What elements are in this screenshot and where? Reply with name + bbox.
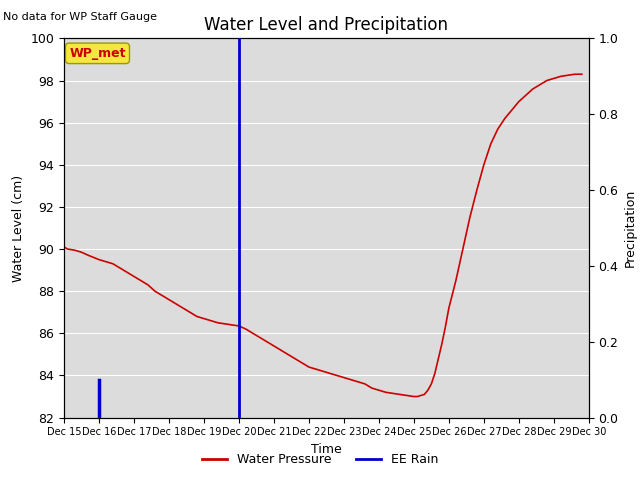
Water Pressure: [522, 93, 530, 98]
Line: Water Pressure: Water Pressure: [64, 74, 582, 396]
Water Pressure: [305, 364, 313, 370]
Water Pressure: [389, 391, 397, 396]
Water Pressure: [396, 392, 404, 397]
Water Pressure: [571, 72, 579, 77]
Text: WP_met: WP_met: [69, 47, 125, 60]
Water Pressure: [417, 393, 425, 398]
Water Pressure: [428, 381, 435, 387]
Title: Water Level and Precipitation: Water Level and Precipitation: [204, 16, 449, 34]
Y-axis label: Water Level (cm): Water Level (cm): [12, 174, 25, 282]
Text: No data for WP Staff Gauge: No data for WP Staff Gauge: [3, 12, 157, 22]
Water Pressure: [410, 394, 418, 399]
Y-axis label: Precipitation: Precipitation: [624, 189, 637, 267]
X-axis label: Time: Time: [311, 443, 342, 456]
Water Pressure: [60, 244, 68, 250]
Water Pressure: [578, 72, 586, 77]
Legend: Water Pressure, EE Rain: Water Pressure, EE Rain: [196, 448, 444, 471]
